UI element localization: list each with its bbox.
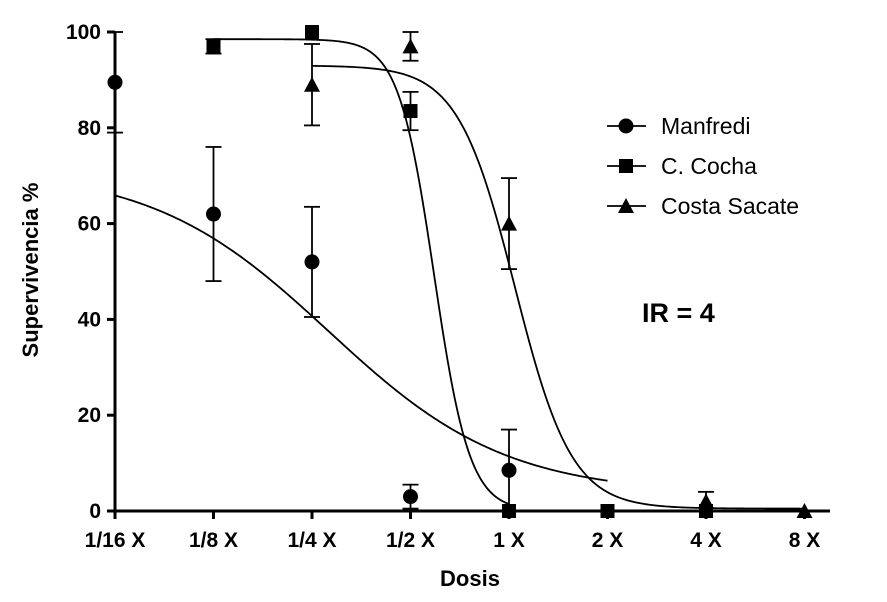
y-ticks: 0 20 40 60 80 100 (66, 21, 115, 523)
y-tick-label: 40 (78, 308, 101, 331)
y-tick-label: 0 (89, 500, 101, 523)
data-point-triangle (698, 493, 714, 509)
error-bars (107, 31, 714, 512)
fit-curves (114, 38, 805, 510)
y-tick-label: 20 (78, 404, 101, 427)
data-point-circle (403, 489, 418, 505)
ir-annotation: IR = 4 (642, 298, 715, 328)
data-points (107, 25, 813, 518)
x-tick-label: 8 X (789, 529, 821, 552)
x-axis-title: Dosis (440, 566, 500, 591)
legend-label: Costa Sacate (661, 193, 799, 219)
x-tick-label: 1 X (493, 529, 525, 552)
legend-label: Manfredi (661, 113, 750, 139)
y-tick-label: 80 (78, 117, 101, 140)
data-point-triangle (304, 76, 320, 92)
axes (113, 32, 830, 513)
fit-curve (114, 194, 608, 482)
x-tick-label: 1/16 X (85, 529, 146, 552)
x-ticks: 1/16 X 1/8 X 1/4 X 1/2 X 1 X 2 X 4 X 8 X (85, 511, 821, 552)
legend: Manfredi C. Cocha Costa Sacate (607, 113, 799, 219)
fit-curve (311, 64, 805, 510)
data-point-circle (501, 462, 517, 478)
data-point-square (403, 104, 418, 119)
legend-label: C. Cocha (661, 153, 757, 179)
data-point-square (305, 25, 319, 39)
data-point-circle (304, 254, 320, 270)
y-axis-title: Supervivencia % (18, 183, 43, 358)
x-tick-label: 1/4 X (287, 529, 336, 552)
fit-curve (213, 38, 510, 505)
data-point-triangle (402, 38, 419, 54)
x-tick-label: 2 X (592, 529, 624, 552)
legend-marker-square (619, 159, 633, 173)
legend-marker-circle (618, 118, 634, 134)
x-tick-label: 1/2 X (386, 529, 435, 552)
data-point-triangle (501, 215, 517, 231)
data-point-square (206, 39, 221, 54)
x-tick-label: 4 X (690, 529, 722, 552)
legend-marker-triangle (618, 198, 634, 213)
y-tick-label: 60 (78, 213, 101, 236)
y-tick-label: 100 (66, 21, 101, 44)
x-tick-label: 1/8 X (189, 529, 238, 552)
data-point-circle (206, 206, 221, 222)
